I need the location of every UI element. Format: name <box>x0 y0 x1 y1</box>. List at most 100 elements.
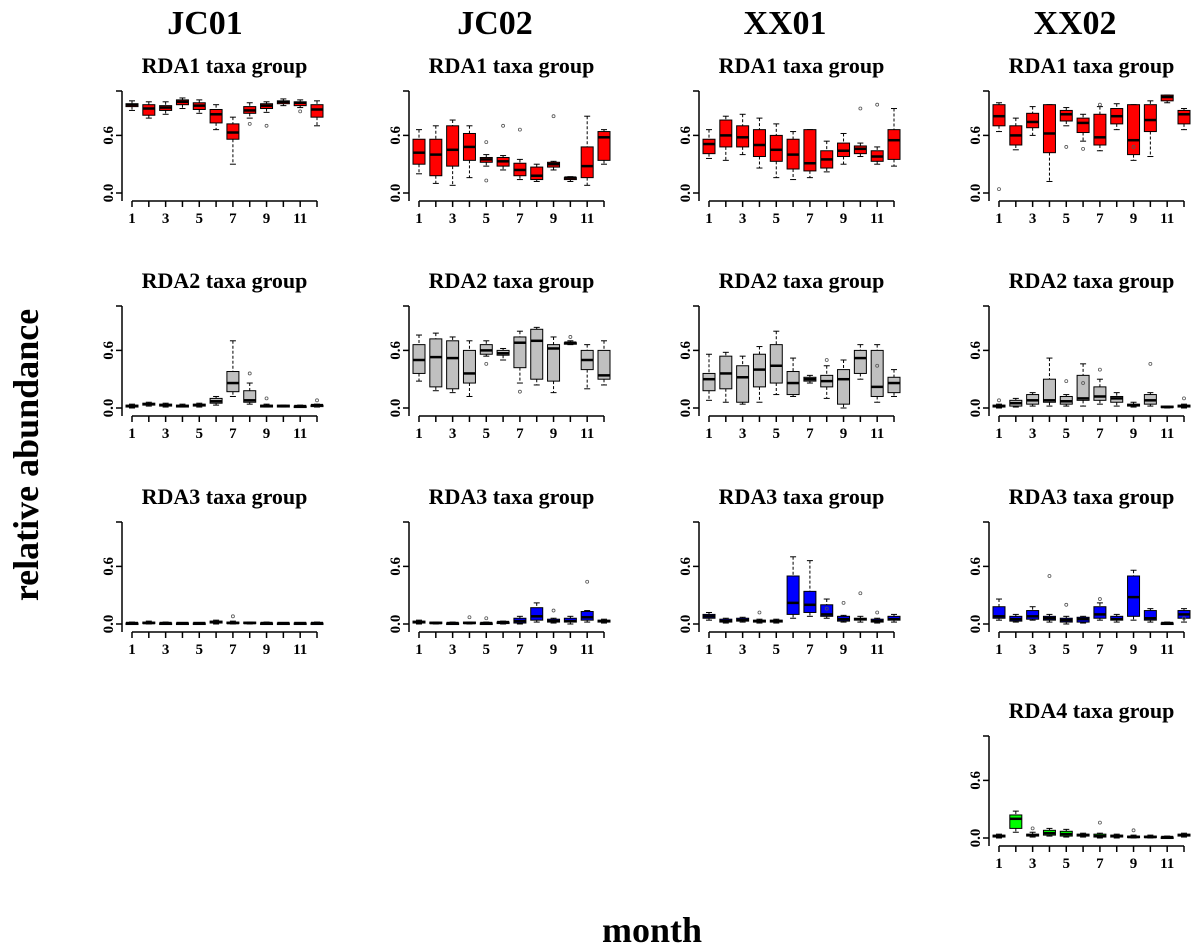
x-tick-label: 3 <box>1029 642 1037 658</box>
box-body <box>209 108 223 124</box>
x-tick-label: 11 <box>870 211 884 227</box>
x-tick-label: 7 <box>516 211 524 227</box>
box-month-4 <box>1042 613 1056 623</box>
panel-xx02-rda4: RDA4 taxa group 0.0 0.6 1 3 5 7 9 11 <box>968 698 1191 872</box>
box-body <box>702 372 716 392</box>
x-tick-label: 11 <box>293 211 307 227</box>
box-month-1 <box>702 611 716 621</box>
x-tick-label: 7 <box>229 642 237 658</box>
box-month-7 <box>803 560 817 617</box>
box-month-12 <box>597 618 611 624</box>
panel-xx01-rda3: RDA3 taxa group 0.0 0.6 1 3 5 7 9 11 <box>678 484 901 658</box>
box-month-8 <box>530 326 544 386</box>
x-tick-label: 1 <box>705 211 713 227</box>
y-tick-label: 0.0 <box>678 184 694 203</box>
outlier-point <box>484 616 489 621</box>
box-month-9 <box>260 101 274 113</box>
x-tick-label: 11 <box>1160 426 1174 442</box>
panel-jc01-rda3: RDA3 taxa group 0.0 0.6 1 3 5 7 9 11 <box>101 484 324 658</box>
box-month-12 <box>887 108 901 167</box>
x-tick-label: 1 <box>995 426 1003 442</box>
box-month-1 <box>992 403 1006 409</box>
y-tick-label: 0.0 <box>968 184 984 203</box>
panel-title: RDA3 taxa group <box>142 484 308 509</box>
box-body <box>1093 113 1107 146</box>
box-month-6 <box>786 357 800 397</box>
x-tick-label: 5 <box>1063 856 1071 872</box>
x-tick-label: 5 <box>196 642 204 658</box>
box-body <box>530 607 544 621</box>
y-tick-label: 0.6 <box>968 341 984 360</box>
box-month-3 <box>736 616 750 623</box>
box-month-2 <box>1009 613 1023 623</box>
outlier-point <box>484 361 489 366</box>
x-tick-label: 7 <box>516 426 524 442</box>
x-tick-label: 5 <box>1063 211 1071 227</box>
box-month-1 <box>992 833 1006 839</box>
box-month-5 <box>1059 828 1073 838</box>
box-month-3 <box>446 621 460 626</box>
box-month-3 <box>736 355 750 405</box>
x-tick-label: 5 <box>773 211 781 227</box>
box-month-7 <box>513 330 527 384</box>
box-body <box>803 590 817 613</box>
outlier-point <box>264 123 269 128</box>
box-month-3 <box>159 402 173 408</box>
box-month-7 <box>1093 106 1107 152</box>
site-header-xx01: XX01 <box>743 5 826 42</box>
x-tick-label: 1 <box>995 642 1003 658</box>
box-month-10 <box>563 176 577 182</box>
x-tick-label: 1 <box>705 642 713 658</box>
box-month-7 <box>1093 602 1107 621</box>
box-month-5 <box>192 402 206 408</box>
box-month-6 <box>1076 363 1090 407</box>
box-body <box>530 328 544 380</box>
box-month-10 <box>563 340 577 346</box>
box-month-4 <box>462 621 476 625</box>
box-body <box>887 376 901 394</box>
box-month-12 <box>1177 403 1191 409</box>
box-month-7 <box>1093 832 1107 839</box>
y-tick-label: 0.0 <box>968 399 984 418</box>
box-body <box>752 129 766 158</box>
outlier-point <box>997 398 1001 403</box>
panel-title: RDA3 taxa group <box>1009 484 1175 509</box>
box-month-9 <box>547 336 561 394</box>
outlier-point <box>1081 381 1085 385</box>
outlier-point <box>1064 602 1069 607</box>
panel-title: RDA4 taxa group <box>1009 698 1175 723</box>
box-month-5 <box>479 621 493 626</box>
y-tick-label: 0.0 <box>678 399 694 418</box>
box-month-12 <box>887 369 901 397</box>
box-month-8 <box>1110 103 1124 131</box>
x-tick-label: 9 <box>840 211 848 227</box>
box-month-10 <box>853 615 867 623</box>
x-tick-label: 5 <box>483 211 491 227</box>
box-body <box>837 369 851 405</box>
box-body <box>1143 104 1157 133</box>
x-tick-label: 5 <box>1063 642 1071 658</box>
box-body <box>530 166 544 181</box>
box-month-6 <box>786 556 800 619</box>
outlier-point <box>315 398 319 403</box>
box-month-8 <box>243 382 257 405</box>
panel-title: RDA1 taxa group <box>1009 53 1175 78</box>
x-tick-label: 1 <box>415 426 423 442</box>
box-month-2 <box>142 401 156 407</box>
y-axis-title: relative abundance <box>6 309 46 601</box>
x-tick-label: 1 <box>128 642 136 658</box>
box-month-2 <box>719 351 733 403</box>
box-month-10 <box>853 142 867 158</box>
box-month-9 <box>1127 104 1141 161</box>
box-month-4 <box>175 97 189 110</box>
box-month-12 <box>597 129 611 165</box>
box-month-8 <box>1110 392 1124 407</box>
box-month-4 <box>175 403 189 408</box>
x-tick-label: 3 <box>162 211 170 227</box>
box-month-11 <box>1160 405 1174 409</box>
x-tick-label: 9 <box>1130 642 1138 658</box>
site-header-xx02: XX02 <box>1033 5 1116 42</box>
box-month-11 <box>293 621 307 626</box>
x-tick-label: 7 <box>1096 856 1104 872</box>
box-month-8 <box>243 621 257 625</box>
